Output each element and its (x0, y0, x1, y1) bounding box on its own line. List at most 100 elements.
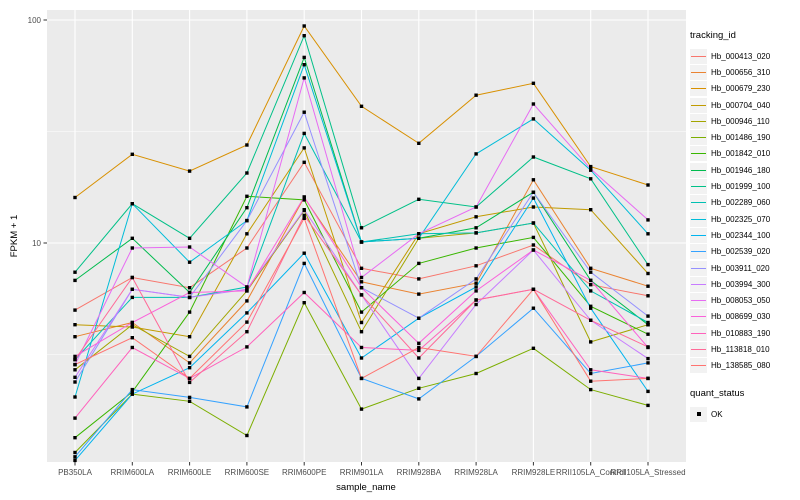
data-point (417, 348, 421, 353)
data-point (531, 235, 536, 240)
data-point (130, 387, 134, 392)
x-tick-label: RRIM928LA (454, 468, 498, 477)
data-point (474, 231, 478, 235)
data-point (187, 376, 192, 381)
legend-entry-Hb_113818_010: Hb_113818_010 (690, 341, 798, 357)
legend-entry-label: Hb_138585_080 (711, 361, 771, 371)
data-point (531, 196, 536, 200)
data-point (245, 194, 249, 198)
series-color-key-icon (690, 293, 707, 309)
data-point (589, 208, 593, 212)
data-point (245, 143, 249, 147)
legend-entry-Hb_000704_040: Hb_000704_040 (690, 97, 798, 113)
data-point (73, 416, 77, 420)
series-color-key-icon (690, 130, 707, 146)
data-point (417, 261, 421, 266)
data-point (73, 395, 77, 399)
data-point (531, 81, 536, 85)
data-point (73, 436, 77, 440)
data-point (130, 287, 134, 291)
data-point (589, 387, 593, 392)
legend-entry-Hb_001946_180: Hb_001946_180 (690, 162, 798, 178)
data-point (130, 236, 134, 240)
x-tick-label: RRIM600SE (225, 468, 269, 477)
data-point (302, 131, 306, 136)
data-point (187, 335, 192, 339)
data-point (73, 380, 77, 384)
data-point (302, 76, 306, 80)
data-point (531, 102, 536, 106)
data-point (245, 299, 249, 303)
data-point (417, 197, 421, 201)
data-point (187, 169, 192, 173)
data-point (589, 167, 593, 171)
legend-entry-label: Hb_000656_310 (711, 67, 771, 77)
legend-entry-Hb_000413_020: Hb_000413_020 (690, 48, 798, 64)
x-tick-label: RRII105LA_Stressed (610, 468, 685, 477)
data-point (245, 285, 249, 289)
data-point (589, 318, 593, 322)
data-point (73, 450, 77, 455)
data-point (417, 141, 421, 145)
legend-entry-label: Hb_003911_020 (711, 263, 770, 273)
data-point (359, 226, 364, 230)
legend-entry-Hb_001486_190: Hb_001486_190 (690, 129, 798, 146)
series-color-key-icon (690, 227, 707, 243)
legend-entry-label: Hb_001842_010 (711, 149, 771, 159)
data-point (359, 293, 364, 297)
data-point (359, 286, 364, 290)
series-color-key-icon (690, 179, 707, 195)
data-point (302, 216, 306, 220)
legend-entry-Hb_010883_190: Hb_010883_190 (690, 325, 798, 341)
data-point (417, 232, 421, 236)
data-point (130, 202, 134, 206)
data-point (646, 361, 650, 365)
data-point (187, 290, 192, 295)
data-point (474, 298, 478, 302)
legend: tracking_id Hb_000413_020 Hb_000656_310 Hb… (690, 30, 798, 422)
data-point (531, 117, 536, 121)
data-point (187, 380, 192, 385)
data-point (646, 403, 650, 408)
data-point (531, 178, 536, 182)
legend-entry-label: Hb_008699_030 (711, 312, 771, 322)
data-point (531, 190, 536, 194)
legend-title-quant-status: quant_status (690, 387, 745, 399)
legend-entry-label: Hb_000679_230 (711, 84, 771, 94)
legend-entry-label: Hb_001486_190 (711, 133, 771, 143)
data-point (302, 146, 306, 150)
legend-entry-label: Hb_003994_300 (711, 279, 771, 289)
data-point (589, 379, 593, 383)
data-point (646, 232, 650, 236)
data-point (187, 395, 192, 400)
data-point (531, 205, 536, 209)
data-point (589, 164, 593, 169)
data-point (531, 221, 536, 225)
legend-title-tracking-id: tracking_id (690, 30, 736, 41)
data-point (73, 195, 77, 200)
legend-entry-Hb_001842_010: Hb_001842_010 (690, 146, 798, 162)
series-color-key-icon (690, 358, 707, 374)
data-point (474, 289, 478, 293)
legend-entry-label: Hb_002344_100 (711, 230, 771, 240)
x-tick-label: RRIM600PE (282, 468, 326, 477)
data-point (646, 389, 650, 394)
data-point (187, 310, 192, 314)
series-color-key-icon (690, 146, 707, 162)
legend-section-quant-status: quant_status OK (690, 388, 798, 422)
data-point (302, 290, 306, 295)
data-point (359, 345, 364, 350)
legend-entry-ok: OK (690, 406, 798, 422)
data-point (646, 356, 650, 361)
data-point (474, 93, 478, 97)
data-point (130, 275, 134, 280)
data-point (589, 340, 593, 344)
data-point (245, 218, 249, 223)
data-point (646, 183, 650, 187)
data-point (417, 345, 421, 350)
data-point (359, 275, 364, 280)
data-point (589, 283, 593, 287)
series-color-key-icon (690, 260, 707, 276)
data-point (302, 301, 306, 305)
